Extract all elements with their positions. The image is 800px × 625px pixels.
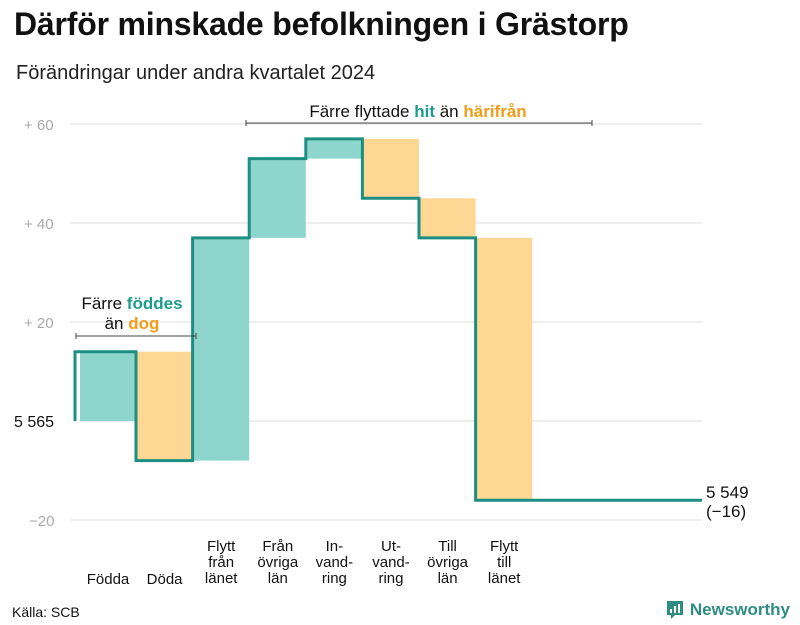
migration-annotation-prefix: Färre flyttade xyxy=(309,102,414,121)
bar-5 xyxy=(306,138,363,159)
x-axis-label: Flytt xyxy=(207,538,236,555)
chart-subtitle: Förändringar under andra kvartalet 2024 xyxy=(16,62,376,84)
x-axis-label: länet xyxy=(205,570,238,587)
bar-1 xyxy=(80,351,136,421)
births-annotation-prefix: Färre xyxy=(81,294,126,313)
x-axis-labels: Födda DödaFlyttfrånlänetFrånövrigalänIn-v… xyxy=(87,538,522,588)
bar-2 xyxy=(136,351,193,461)
bar-6 xyxy=(363,138,419,199)
migration-annotation: Färre flyttade hit än härifrån xyxy=(245,102,593,126)
births-annotation: Färre föddes än dog xyxy=(75,294,197,339)
migration-annotation-harifran: härifrån xyxy=(463,102,526,121)
migration-annotation-middle: än xyxy=(435,102,463,121)
x-axis-label: till xyxy=(497,554,511,571)
x-axis-label: övriga xyxy=(257,554,299,571)
bar-8 xyxy=(476,237,533,501)
x-axis-label: vand- xyxy=(372,554,410,571)
x-axis-label: ring xyxy=(322,570,347,587)
x-axis-label: Döda xyxy=(147,571,184,588)
running-total-line xyxy=(73,137,702,502)
svg-text:Färre flyttade hit än härifrån: Färre flyttade hit än härifrån xyxy=(309,102,526,121)
y-tick-label: + 20 xyxy=(24,315,54,332)
running-total-path xyxy=(73,137,702,502)
births-annotation-highlight2: dog xyxy=(128,314,159,333)
brand-logo: Newsworthy xyxy=(666,600,790,620)
x-axis-label: Födda xyxy=(87,571,130,588)
y-tick-label: −20 xyxy=(29,513,54,530)
svg-text:än dog: än dog xyxy=(105,314,160,333)
bar-4 xyxy=(249,158,306,238)
x-axis-label: Flytt xyxy=(490,538,519,555)
svg-text:Färre föddes: Färre föddes xyxy=(81,294,182,313)
x-axis-label: från xyxy=(208,554,234,571)
y-tick-label: + 60 xyxy=(24,117,54,134)
x-axis-label: vand- xyxy=(316,554,354,571)
x-axis-label: länet xyxy=(488,570,521,587)
bar-3 xyxy=(193,237,250,461)
y-tick-label: + 40 xyxy=(24,216,54,233)
x-axis-label: län xyxy=(438,570,458,587)
bar-7 xyxy=(419,198,476,238)
x-axis-label: övriga xyxy=(427,554,469,571)
bars xyxy=(80,138,533,501)
chart-title: Därför minskade befolkningen i Grästorp xyxy=(14,6,629,42)
y-axis-ticks: + 60 + 40 + 20 5 565 −20 xyxy=(14,117,54,530)
source-note: Källa: SCB xyxy=(12,604,80,620)
y-tick-label-start: 5 565 xyxy=(14,414,54,431)
bar-chart-icon xyxy=(666,601,683,619)
end-value-label: 5 549 xyxy=(706,483,749,502)
x-axis-label: Ut- xyxy=(381,538,401,555)
births-annotation-prefix2: än xyxy=(105,314,129,333)
brand-name: Newsworthy xyxy=(689,600,790,619)
births-annotation-highlight: föddes xyxy=(127,294,183,313)
x-axis-label: Till xyxy=(438,538,457,555)
end-change-label: (−16) xyxy=(706,502,746,521)
x-axis-label: län xyxy=(268,570,288,587)
x-axis-label: Från xyxy=(262,538,293,555)
migration-annotation-hit: hit xyxy=(414,102,435,121)
x-axis-label: ring xyxy=(378,570,403,587)
x-axis-label: In- xyxy=(326,538,344,555)
